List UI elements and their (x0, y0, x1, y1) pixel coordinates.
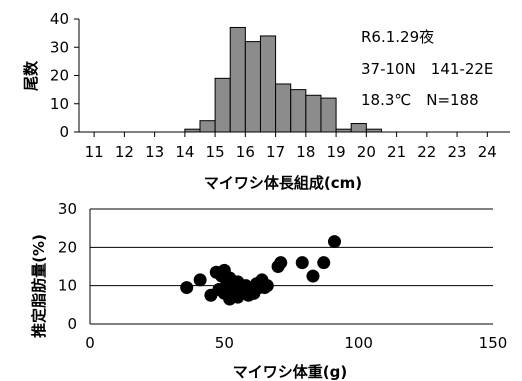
scatter-gridlines (89, 208, 493, 325)
histogram-y-tick-label: 20 (50, 67, 69, 85)
histogram-y-axis-label: 尾数 (22, 60, 40, 91)
histogram-x-tick-label: 21 (387, 143, 406, 161)
histogram-bar (320, 97, 337, 133)
histogram-bar (290, 89, 307, 133)
scatter-x-ticks: 0 50 100 150 (85, 334, 507, 352)
length-histogram: 0 10 20 30 40 11 12 13 14 15 16 17 18 19 20 21 22 23 24 尾… (22, 10, 510, 192)
annotation-date: R6.1.29夜 (361, 28, 434, 46)
histogram-x-tick-label: 13 (145, 143, 164, 161)
scatter-point (260, 279, 274, 293)
histogram-x-tick-label: 12 (115, 143, 134, 161)
annotation-temperature-count: 18.3℃ N=188 (361, 91, 479, 109)
histogram-bar (275, 83, 292, 133)
histogram-x-tick-label: 15 (206, 143, 225, 161)
histogram-x-tick-label: 23 (448, 143, 467, 161)
histogram-bar (244, 41, 261, 133)
histogram-x-axis-label: マイワシ体長組成(cm) (204, 174, 362, 192)
histogram-x-tick-label: 11 (85, 143, 104, 161)
histogram-y-tick-label: 30 (50, 38, 69, 56)
scatter-x-tick-label: 50 (215, 334, 234, 352)
histogram-bar (365, 128, 382, 133)
scatter-y-tick-label: 0 (67, 315, 77, 333)
histogram-x-tick-label: 14 (175, 143, 194, 161)
histogram-bars (184, 26, 382, 133)
histogram-x-tick-label: 22 (417, 143, 436, 161)
histogram-bar (199, 120, 216, 133)
scatter-x-tick-label: 150 (479, 334, 508, 352)
histogram-y-tick-label: 0 (59, 123, 69, 141)
scatter-point (306, 269, 320, 283)
scatter-point (193, 273, 207, 287)
weight-fat-scatter: 0 10 20 30 0 50 100 150 推定脂肪量(%) マイワシ体重(g) (30, 200, 507, 381)
histogram-bar (350, 123, 367, 133)
scatter-y-ticks: 0 10 20 30 (58, 200, 77, 333)
scatter-point (180, 281, 194, 295)
scatter-point (317, 256, 331, 270)
histogram-x-tick-label: 19 (327, 143, 346, 161)
histogram-bar (229, 26, 246, 133)
histogram-x-tick-label: 16 (236, 143, 255, 161)
histogram-x-tick-label: 17 (266, 143, 285, 161)
histogram-bar (184, 128, 201, 133)
scatter-x-tick-label: 100 (344, 334, 373, 352)
histogram-x-tick-label: 24 (478, 143, 497, 161)
scatter-point (274, 256, 288, 270)
histogram-x-tick-label: 20 (357, 143, 376, 161)
scatter-y-tick-label: 20 (58, 238, 77, 256)
scatter-point (327, 235, 341, 249)
histogram-bar (305, 94, 322, 133)
histogram-bar (335, 128, 352, 133)
annotation-position: 37-10N 141-22E (361, 60, 493, 78)
histogram-y-tick-label: 40 (50, 10, 69, 28)
histogram-bar (259, 35, 277, 133)
scatter-x-axis-label: マイワシ体重(g) (233, 363, 347, 381)
histogram-x-ticks: 11 12 13 14 15 16 17 18 19 20 21 22 23 24 (85, 132, 497, 161)
scatter-point (295, 256, 309, 270)
scatter-y-axis-label: 推定脂肪量(%) (30, 234, 48, 338)
histogram-y-ticks: 0 10 20 30 40 (50, 10, 79, 141)
scatter-x-tick-label: 0 (85, 334, 95, 352)
histogram-y-tick-label: 10 (50, 95, 69, 113)
scatter-points (180, 235, 341, 306)
histogram-bar (214, 77, 231, 133)
scatter-y-tick-label: 30 (58, 200, 77, 218)
scatter-y-tick-label: 10 (58, 277, 77, 295)
histogram-x-tick-label: 18 (296, 143, 315, 161)
